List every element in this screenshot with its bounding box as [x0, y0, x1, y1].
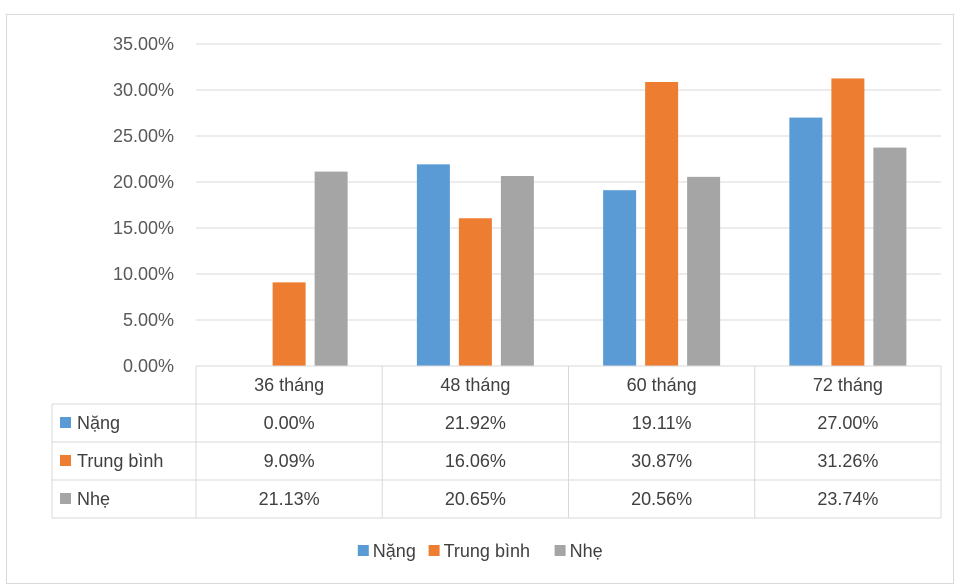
legend-label: Trung bình	[444, 541, 530, 561]
data-label: 27.00%	[817, 413, 878, 433]
data-label: 0.00%	[264, 413, 315, 433]
legend-label: Nhẹ	[570, 541, 603, 561]
data-label: 23.74%	[817, 489, 878, 509]
x-tick-label: 36 tháng	[254, 375, 324, 395]
y-tick-label: 35.00%	[113, 34, 174, 54]
y-tick-label: 25.00%	[113, 126, 174, 146]
table-series-key	[60, 455, 71, 466]
legend-label: Nặng	[373, 541, 416, 561]
table-series-label: Nhẹ	[77, 489, 110, 509]
bar	[272, 282, 306, 366]
data-label: 19.11%	[632, 413, 692, 433]
data-label: 30.87%	[631, 451, 692, 471]
bar	[314, 171, 348, 366]
y-tick-label: 0.00%	[123, 356, 174, 376]
table-series-key	[60, 493, 71, 504]
table-series-key	[60, 417, 71, 428]
x-tick-label: 48 tháng	[440, 375, 510, 395]
data-label: 9.09%	[264, 451, 315, 471]
legend-swatch	[357, 545, 369, 556]
x-tick-label: 60 tháng	[627, 375, 697, 395]
table-series-label: Nặng	[77, 413, 120, 433]
bar	[645, 81, 679, 366]
data-label: 20.65%	[445, 489, 506, 509]
y-tick-label: 20.00%	[113, 172, 174, 192]
data-label: 16.06%	[445, 451, 506, 471]
y-tick-label: 30.00%	[113, 80, 174, 100]
data-label: 31.26%	[817, 451, 878, 471]
y-tick-label: 15.00%	[113, 218, 174, 238]
bar	[416, 164, 450, 366]
bar	[687, 176, 721, 366]
bar	[458, 218, 492, 366]
y-tick-label: 5.00%	[123, 310, 174, 330]
bar	[603, 190, 637, 366]
data-label: 20.56%	[631, 489, 692, 509]
legend-swatch	[428, 545, 440, 556]
bar	[873, 147, 907, 366]
legend-swatch	[554, 545, 566, 556]
data-label: 21.13%	[259, 489, 320, 509]
data-label: 21.92%	[445, 413, 506, 433]
x-tick-label: 72 tháng	[813, 375, 883, 395]
bar	[789, 117, 823, 366]
y-tick-label: 10.00%	[113, 264, 174, 284]
bar	[831, 78, 865, 367]
bar	[500, 176, 534, 366]
table-series-label: Trung bình	[77, 451, 163, 471]
